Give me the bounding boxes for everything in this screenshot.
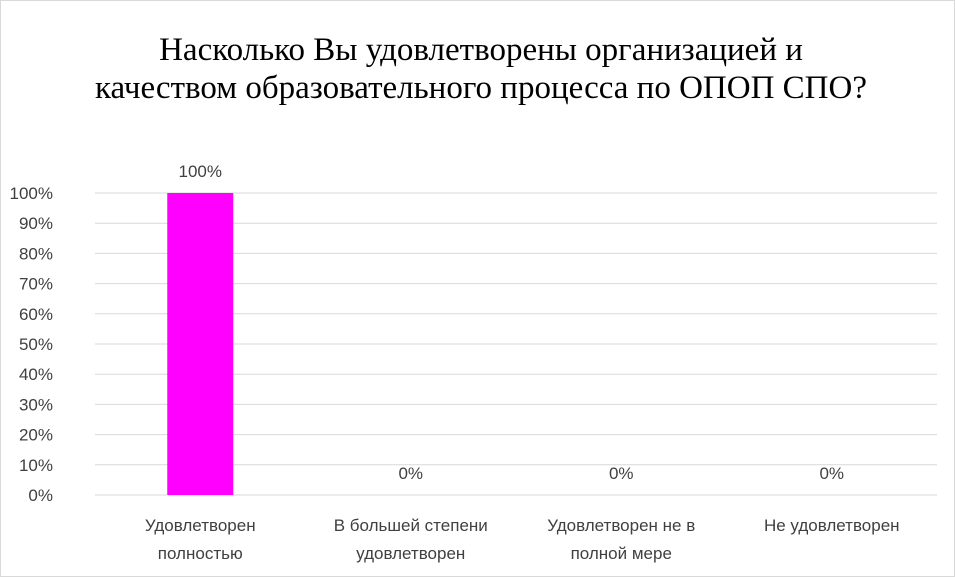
bar [167,193,234,495]
chart-title: Насколько Вы удовлетворены организацией … [95,32,867,106]
data-label: 0% [819,464,844,483]
y-tick-label: 90% [19,214,53,233]
y-tick-label: 20% [19,426,53,445]
y-tick-label: 100% [10,184,53,203]
data-label: 0% [398,464,423,483]
y-tick-label: 0% [28,486,53,505]
x-category-label: полностью [158,544,243,563]
y-tick-label: 70% [19,275,53,294]
x-category-label: Удовлетворен [145,516,256,535]
y-tick-label: 10% [19,456,53,475]
y-tick-label: 50% [19,335,53,354]
x-category-label: В большей степени [334,516,488,535]
y-tick-label: 40% [19,365,53,384]
y-tick-label: 80% [19,244,53,263]
x-category-label: полной мере [571,544,672,563]
x-category-label: Не удовлетворен [764,516,900,535]
x-category-label: Удовлетворен не в [547,516,695,535]
data-label: 100% [179,162,222,181]
data-label: 0% [609,464,634,483]
x-category-label: удовлетворен [356,544,465,563]
y-tick-label: 60% [19,305,53,324]
y-tick-label: 30% [19,395,53,414]
